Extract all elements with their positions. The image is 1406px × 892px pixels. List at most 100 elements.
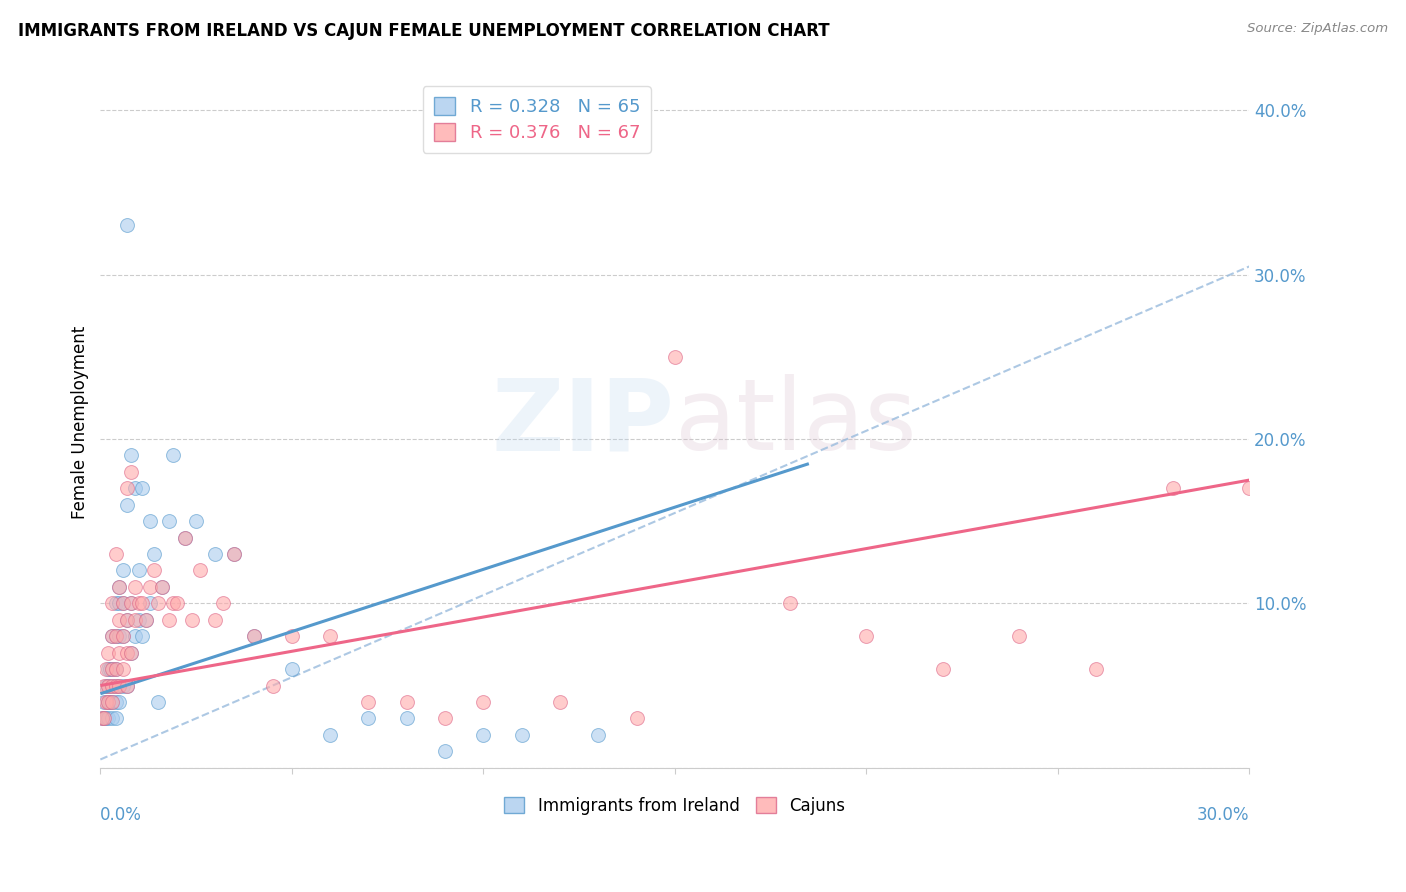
Point (108, 613, 131, 627)
Point (94, 695, 117, 709)
Point (166, 596, 188, 610)
Point (124, 580, 146, 594)
Point (115, 613, 138, 627)
Point (434, 711, 457, 725)
Point (97, 679, 120, 693)
Point (143, 547, 166, 561)
Point (97, 711, 120, 725)
Point (510, 728, 533, 742)
Point (112, 629, 135, 643)
Point (91, 711, 114, 725)
Point (395, 695, 418, 709)
Point (120, 449, 142, 463)
Point (104, 695, 127, 709)
Point (112, 629, 135, 643)
Point (101, 711, 124, 725)
Point (98, 662, 121, 676)
Point (104, 679, 127, 693)
Point (112, 564, 135, 578)
Point (104, 629, 127, 643)
Point (131, 596, 153, 610)
Point (212, 596, 235, 610)
Point (108, 646, 131, 660)
Text: Source: ZipAtlas.com: Source: ZipAtlas.com (1247, 22, 1388, 36)
Point (139, 596, 162, 610)
Point (162, 596, 184, 610)
Point (319, 629, 342, 643)
Point (112, 596, 135, 610)
Point (97, 695, 120, 709)
Point (242, 629, 264, 643)
Point (204, 547, 226, 561)
Point (128, 564, 150, 578)
Point (115, 679, 138, 693)
Point (1161, 481, 1184, 495)
Point (104, 679, 127, 693)
Point (242, 629, 264, 643)
Point (97, 662, 120, 676)
Point (434, 744, 457, 758)
Point (146, 596, 169, 610)
Point (173, 531, 195, 545)
Point (124, 629, 146, 643)
Point (131, 629, 153, 643)
Point (115, 481, 138, 495)
Point (139, 580, 162, 594)
Point (319, 728, 342, 742)
Text: IMMIGRANTS FROM IRELAND VS CAJUN FEMALE UNEMPLOYMENT CORRELATION CHART: IMMIGRANTS FROM IRELAND VS CAJUN FEMALE … (18, 22, 830, 40)
Point (112, 596, 135, 610)
Point (472, 695, 495, 709)
Point (281, 662, 304, 676)
Point (101, 695, 124, 709)
Point (108, 596, 131, 610)
Point (108, 679, 131, 693)
Point (115, 613, 138, 627)
Point (101, 629, 124, 643)
Point (281, 629, 304, 643)
Text: ZIP: ZIP (492, 374, 675, 471)
Point (104, 547, 127, 561)
Point (131, 481, 153, 495)
Point (101, 679, 124, 693)
Point (262, 679, 284, 693)
Point (93, 695, 115, 709)
Point (224, 547, 246, 561)
Point (101, 629, 124, 643)
Point (108, 695, 131, 709)
Point (93, 711, 115, 725)
Point (128, 613, 150, 627)
Point (146, 695, 169, 709)
Point (184, 514, 207, 528)
Point (104, 711, 127, 725)
Point (97, 646, 120, 660)
Point (181, 613, 204, 627)
Point (1085, 662, 1108, 676)
Point (357, 695, 380, 709)
Point (120, 646, 142, 660)
Point (108, 679, 131, 693)
Point (395, 711, 418, 725)
Point (97, 695, 120, 709)
Point (162, 449, 184, 463)
Point (586, 728, 609, 742)
Point (101, 596, 124, 610)
Point (98, 695, 121, 709)
Point (1008, 629, 1031, 643)
Point (188, 564, 211, 578)
Point (204, 613, 226, 627)
Text: 30.0%: 30.0% (1197, 805, 1250, 823)
Point (115, 679, 138, 693)
Point (1239, 481, 1261, 495)
Point (91, 711, 114, 725)
Point (139, 514, 162, 528)
Point (120, 465, 142, 479)
Point (104, 662, 127, 676)
Legend: Immigrants from Ireland, Cajuns: Immigrants from Ireland, Cajuns (498, 790, 852, 822)
Point (932, 662, 955, 676)
Point (104, 596, 127, 610)
Point (108, 580, 131, 594)
Y-axis label: Female Unemployment: Female Unemployment (72, 326, 89, 519)
Point (94, 679, 117, 693)
Point (157, 613, 180, 627)
Point (104, 629, 127, 643)
